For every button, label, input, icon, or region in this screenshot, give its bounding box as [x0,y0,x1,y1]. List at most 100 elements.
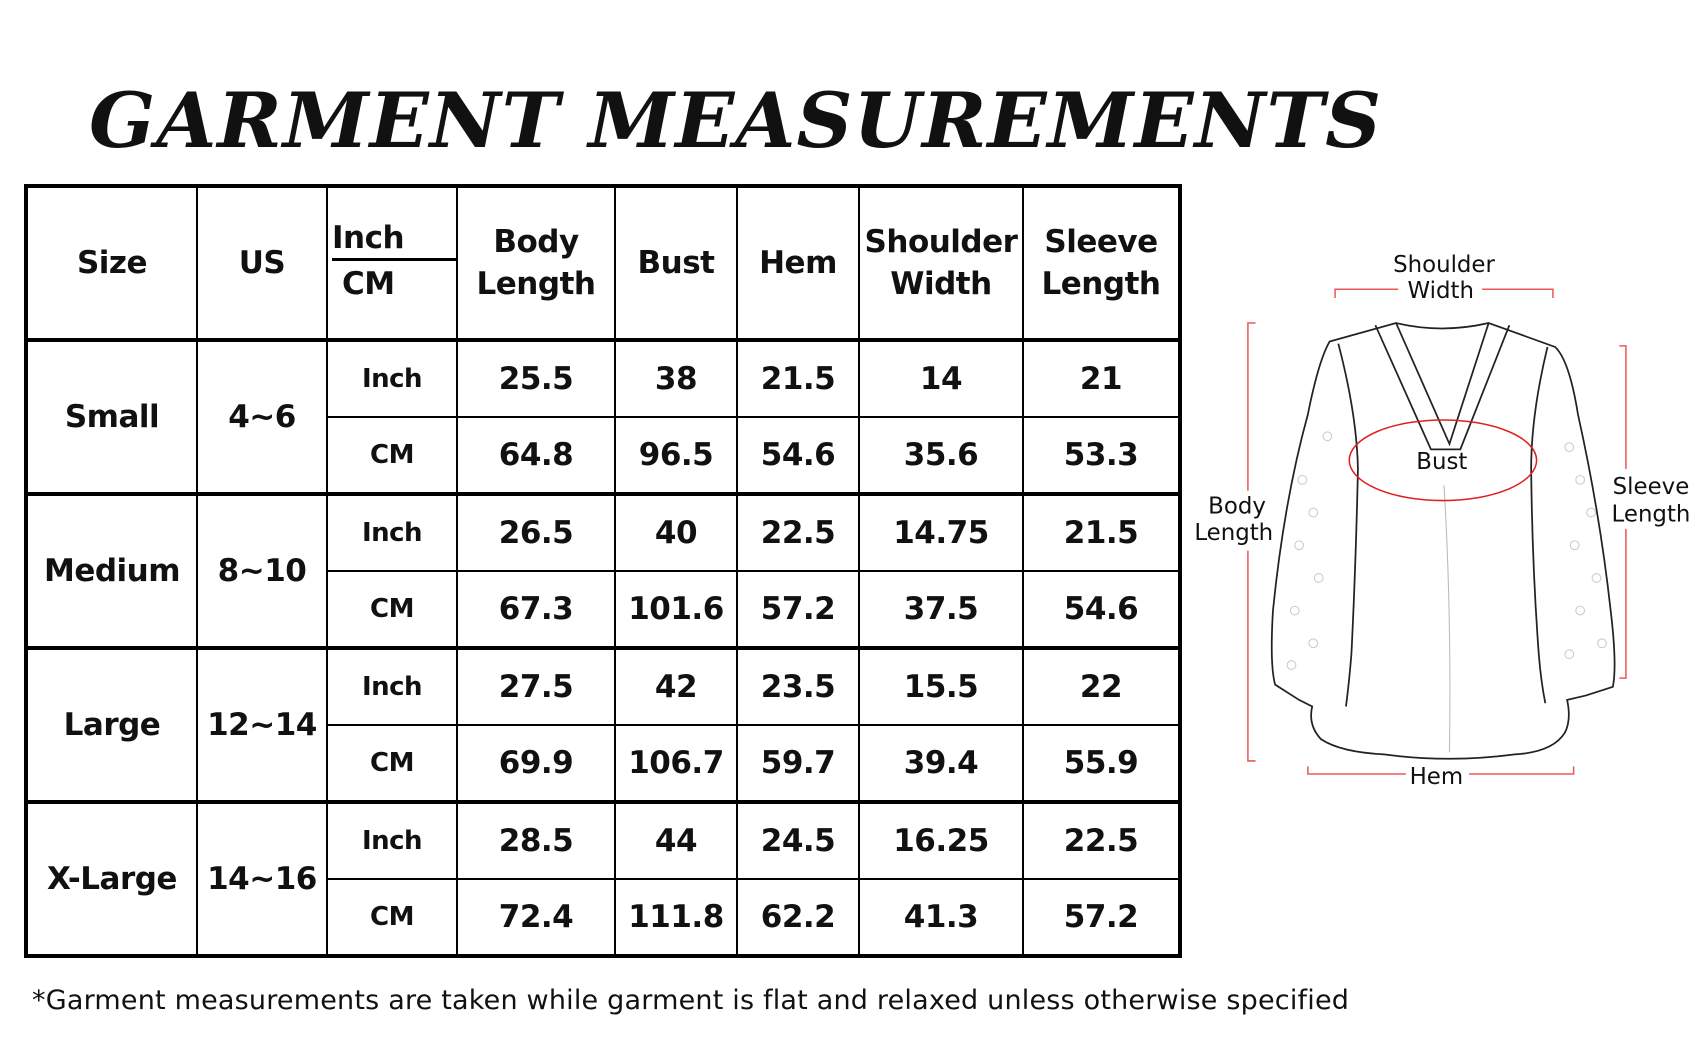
us-size: 4~6 [196,338,328,495]
measurement-cell: 25.5 [456,338,616,418]
measurement-cell: 15.5 [858,646,1024,726]
shoulder-bracket [1334,288,1554,298]
us-size: 14~16 [196,800,328,957]
unit-label: CM [326,878,458,957]
size-name: Small [25,338,198,495]
header-unit: Inch CM [326,185,458,342]
header-body-length: Body Length [456,185,616,342]
label-hem: Hem [1410,764,1464,790]
sleeve-dot [1569,540,1580,551]
sleeve-dot [1586,507,1596,518]
size-name: Medium [25,492,198,649]
measurement-cell: 27.5 [456,646,616,726]
sleeve-dot [1313,573,1324,583]
measurement-cell: 35.6 [858,416,1024,495]
unit-label: CM [326,570,458,649]
size-name: Large [25,646,198,803]
unit-label: CM [326,724,458,803]
measurement-cell: 54.6 [736,416,860,495]
header-row: Size US Inch CM Body Length Bust Hem Sho… [25,185,1181,342]
sleeve-dot [1297,474,1308,485]
measurement-cell: 59.7 [736,724,860,803]
measurement-cell: 53.3 [1022,416,1181,495]
sleeve-dot [1308,507,1319,518]
measurement-cell: 39.4 [858,724,1024,803]
header-unit-cm: CM [342,266,395,302]
measurement-cell: 16.25 [858,800,1024,880]
measurement-cell: 14 [858,338,1024,418]
measurement-cell: 22.5 [736,492,860,572]
table-row: CM 67.3 101.6 57.2 37.5 54.6 [26,570,1181,649]
measurement-cell: 44 [614,800,738,880]
sleeve-dot [1308,638,1319,649]
label-body: Body [1208,494,1266,520]
measurement-cell: 64.8 [456,416,616,495]
measurement-cell: 62.2 [736,878,860,957]
table-row: Medium 8~10 Inch 26.5 40 22.5 14.75 21.5 [25,492,1181,649]
measurement-cell: 26.5 [456,492,616,572]
bust-ellipse [1348,419,1538,502]
measurement-cell: 22 [1022,646,1181,726]
measurement-cell: 57.2 [736,570,860,649]
header-bust: Bust [614,185,738,342]
sleeve-dot [1289,605,1300,616]
table-row: Small 4~6 Inch 25.5 38 21.5 14 21 [25,338,1181,495]
sleeve-dot [1575,474,1586,485]
measurement-cell: 37.5 [858,570,1024,649]
measurement-cell: 96.5 [614,416,738,495]
measurement-cell: 21.5 [736,338,860,418]
sleeve-dot [1294,540,1305,551]
sleeve-dot [1322,431,1333,442]
sleeve-dot [1591,573,1602,583]
table-row: CM 72.4 111.8 62.2 41.3 57.2 [26,878,1181,957]
header-us: US [196,185,328,342]
table-row: CM 64.8 96.5 54.6 35.6 53.3 [26,416,1181,495]
measurement-cell: 23.5 [736,646,860,726]
measurement-brackets [1247,288,1627,775]
label-shoulder: Shoulder [1393,252,1495,278]
unit-label: Inch [326,646,458,726]
center-fold-line [1443,485,1451,753]
size-name: X-Large [25,800,198,957]
measurement-cell: 111.8 [614,878,738,957]
sleeve-dot [1597,638,1607,649]
table-row: X-Large 14~16 Inch 28.5 44 24.5 16.25 22.5 [25,800,1181,957]
label-sleeve-length: Length [1612,501,1691,527]
measurement-cell: 41.3 [858,878,1024,957]
measurement-cell: 38 [614,338,738,418]
measurement-cell: 55.9 [1022,724,1181,803]
hem-bracket [1307,766,1575,775]
measurement-cell: 40 [614,492,738,572]
sleeve-dots [1286,431,1607,670]
header-hem: Hem [736,185,860,342]
unit-label: Inch [326,800,458,880]
page-title: GARMENT MEASUREMENTS [89,76,1383,165]
size-chart-table: Size US Inch CM Body Length Bust Hem Sho… [24,184,1182,958]
table-row: CM 69.9 106.7 59.7 39.4 55.9 [26,724,1181,803]
measurement-cell: 67.3 [456,570,616,649]
sleeve-dot [1564,649,1575,660]
sleeve-length-bracket [1619,345,1627,679]
measurement-cell: 72.4 [456,878,616,957]
label-sleeve: Sleeve [1613,474,1690,500]
measurement-cell: 14.75 [858,492,1024,572]
header-sleeve-length: Sleeve Length [1022,185,1181,342]
measurement-cell: 69.9 [456,724,616,803]
header-size: Size [25,185,198,342]
measurement-cell: 101.6 [614,570,738,649]
unit-label: Inch [326,492,458,572]
us-size: 12~14 [196,646,328,803]
blouse-outline [1270,322,1616,760]
measurement-cell: 106.7 [614,724,738,803]
footnote: *Garment measurements are taken while ga… [32,985,1350,1016]
label-bust: Bust [1416,449,1467,475]
measurement-cell: 21.5 [1022,492,1181,572]
garment-diagram: Shoulder Width Body Length Sleeve Length… [1194,252,1691,790]
measurement-cell: 24.5 [736,800,860,880]
unit-label: Inch [326,338,458,418]
measurement-cell: 22.5 [1022,800,1181,880]
us-size: 8~10 [196,492,328,649]
unit-label: CM [326,416,458,495]
label-width: Width [1408,278,1474,304]
sleeve-dot [1575,605,1586,616]
